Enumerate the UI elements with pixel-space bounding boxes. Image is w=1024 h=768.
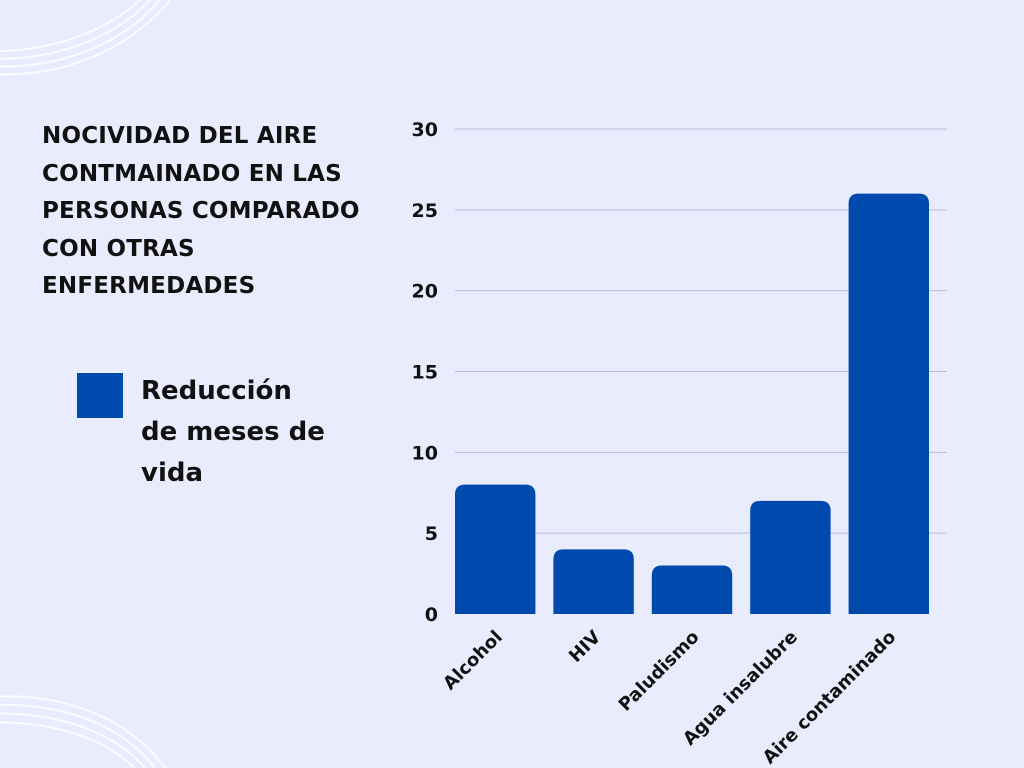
bar: [750, 500, 831, 614]
x-tick-label: Alcohol: [439, 627, 507, 695]
chart-title: NOCIVIDAD DEL AIRE CONTMAINADO EN LAS PE…: [42, 123, 360, 299]
legend-label: Reducción de meses de vida: [141, 376, 325, 488]
bar: [848, 193, 929, 614]
x-tick-label: HIV: [565, 627, 605, 667]
y-tick-label: 15: [412, 362, 438, 384]
bar: [455, 484, 536, 614]
y-tick-label: 20: [412, 281, 438, 303]
y-tick-label: 10: [412, 442, 438, 464]
bar: [553, 549, 634, 614]
y-tick-label: 0: [425, 604, 438, 626]
x-tick-label: Paludismo: [615, 627, 704, 716]
y-tick-label: 30: [412, 119, 438, 141]
chart-legend: Reducción de meses de vida: [77, 373, 331, 494]
y-tick-label: 25: [412, 200, 438, 222]
y-tick-label: 5: [425, 523, 438, 545]
bar: [651, 565, 733, 614]
legend-swatch: [77, 373, 123, 418]
